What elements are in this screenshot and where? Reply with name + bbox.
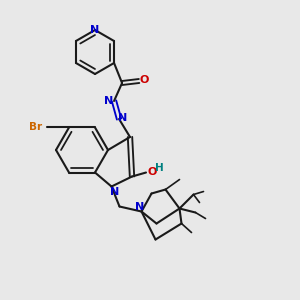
Text: O: O <box>140 75 149 85</box>
Text: N: N <box>104 96 114 106</box>
Text: N: N <box>118 113 128 123</box>
Text: O: O <box>147 167 157 176</box>
Text: N: N <box>90 25 100 35</box>
Text: N: N <box>135 202 144 212</box>
Text: N: N <box>110 187 119 196</box>
Text: Br: Br <box>29 122 43 133</box>
Text: H: H <box>154 163 164 172</box>
